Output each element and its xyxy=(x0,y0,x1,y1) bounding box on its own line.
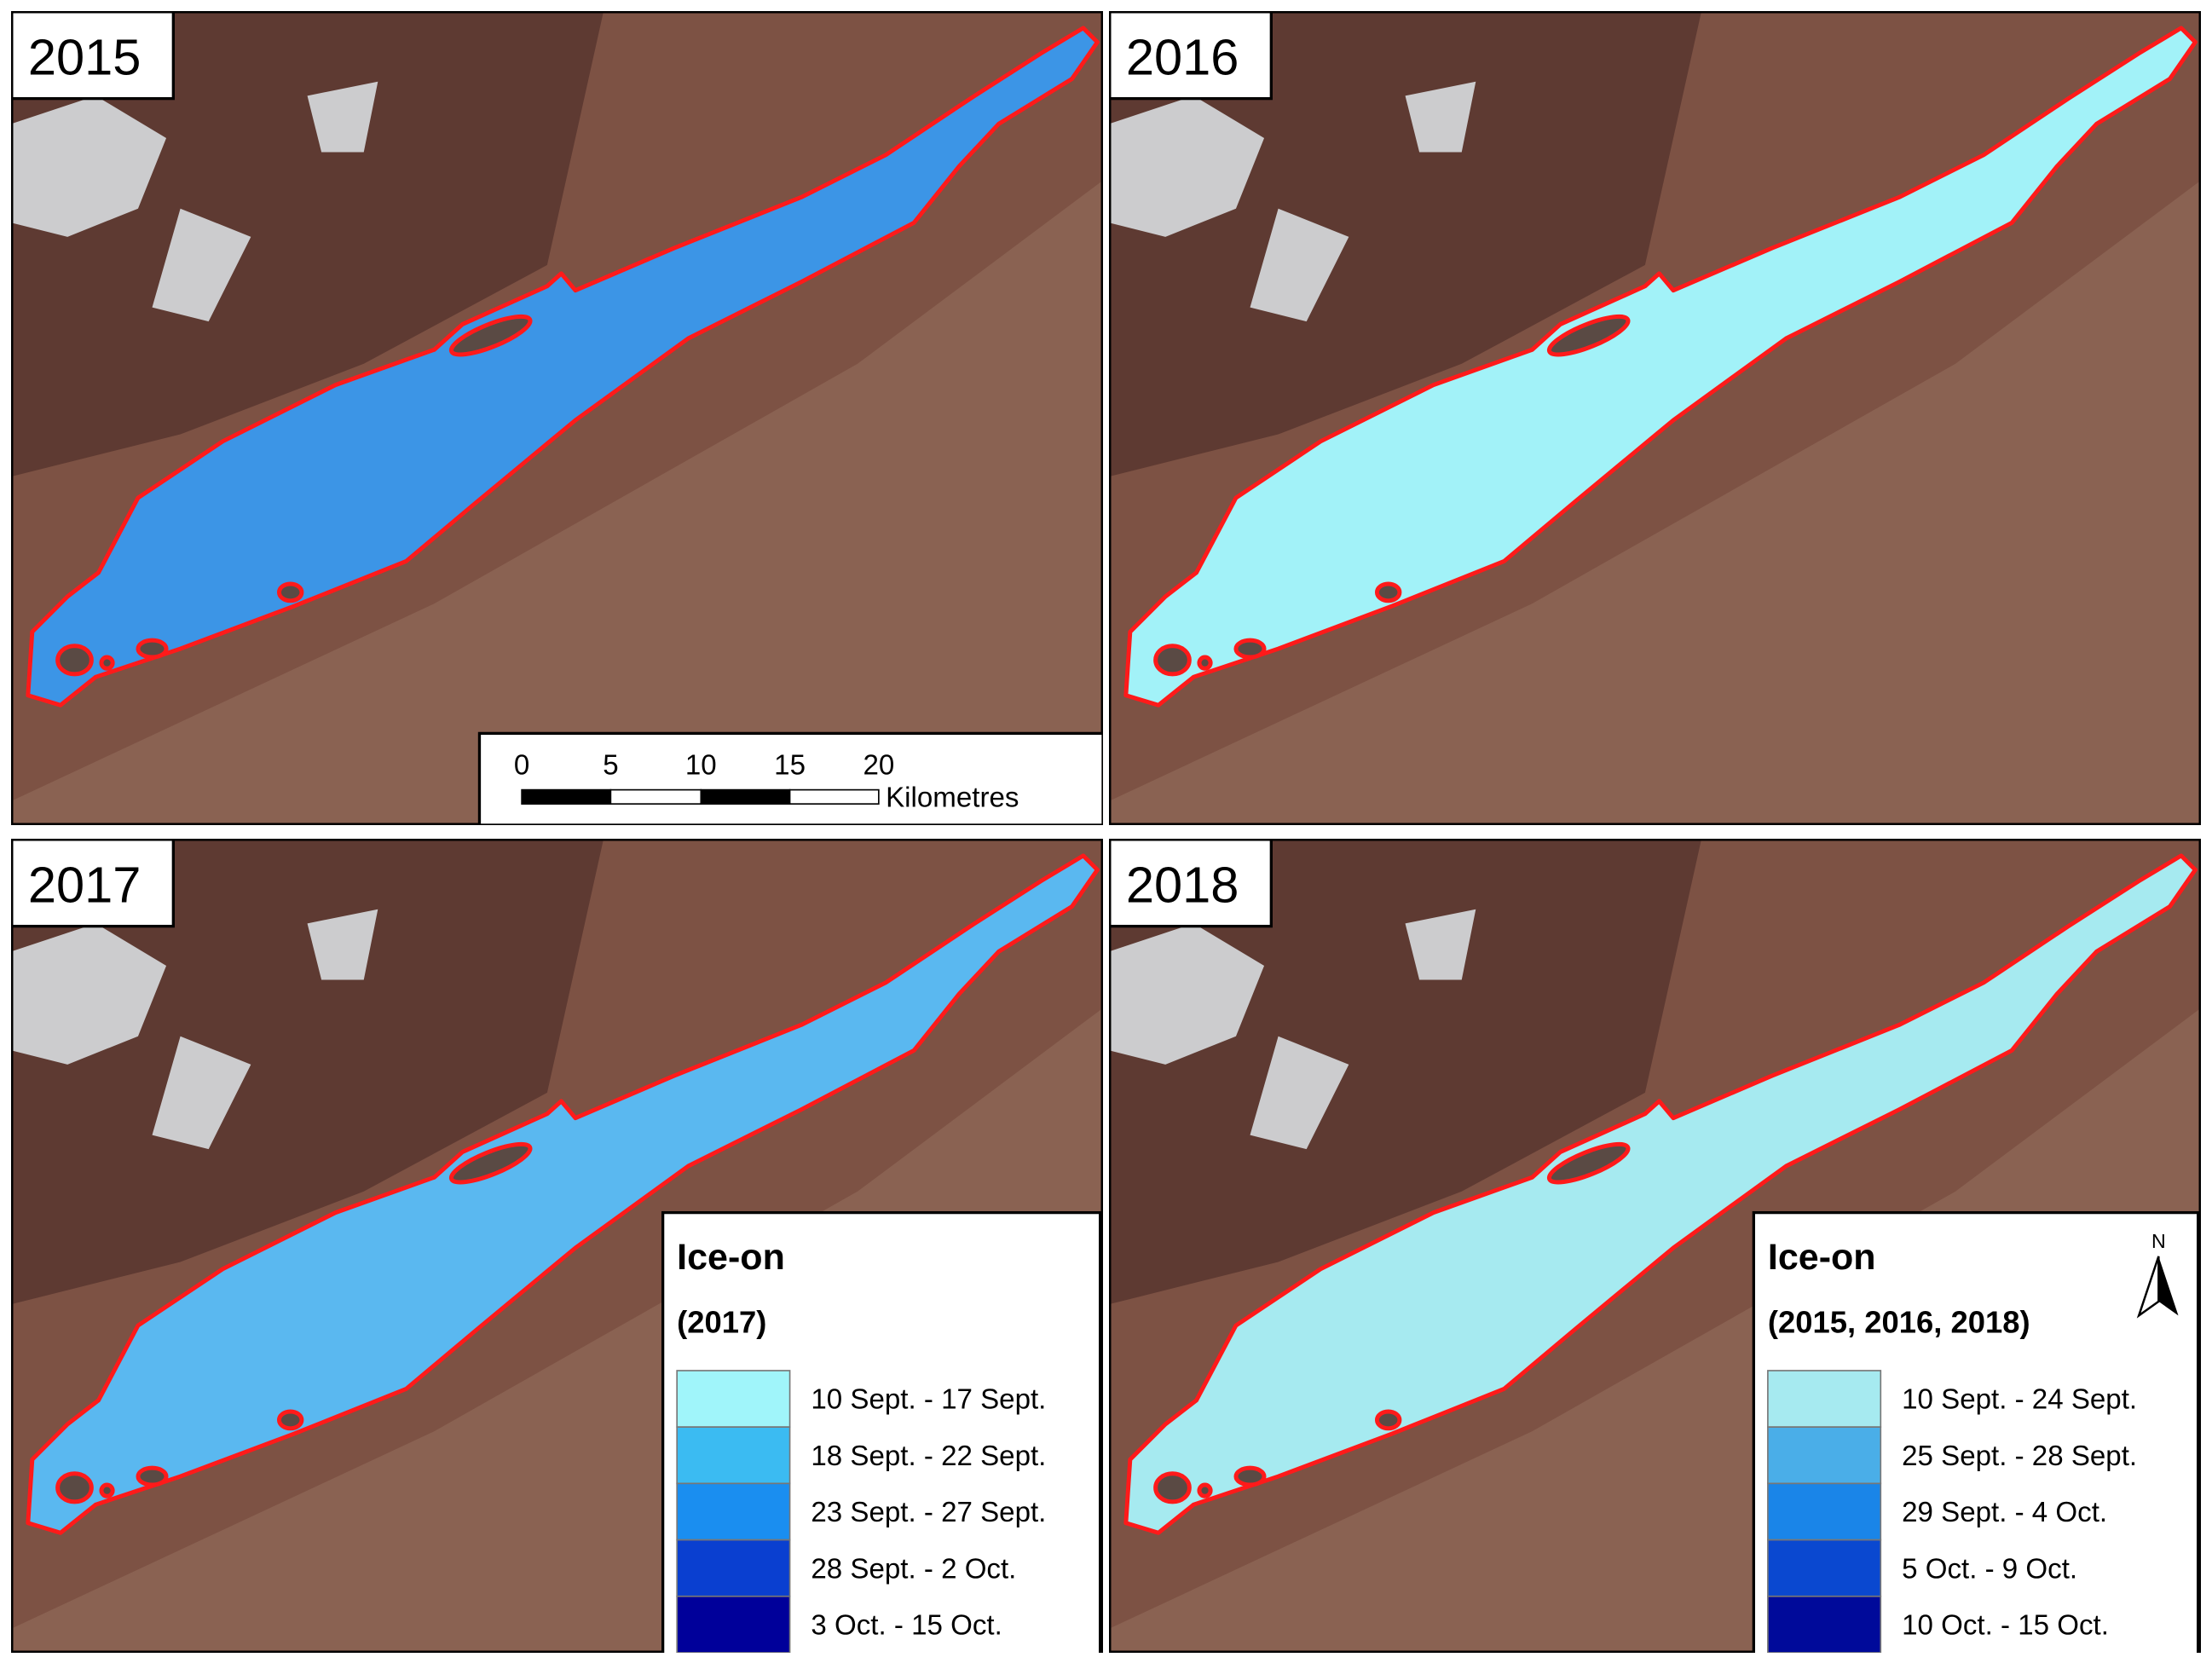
map-panel: 2016 xyxy=(1109,11,2201,825)
island xyxy=(276,581,304,603)
scale-segment xyxy=(609,788,702,805)
island xyxy=(55,1471,94,1504)
island xyxy=(1374,1409,1402,1431)
scale-tick-label: 5 xyxy=(603,749,618,781)
legend-swatch xyxy=(1767,1482,1882,1541)
scale-segment xyxy=(700,788,791,805)
island xyxy=(1197,1482,1213,1498)
scale-segment xyxy=(788,788,880,805)
scale-box xyxy=(477,731,1103,825)
legend-label: 10 Sept. - 24 Sept. xyxy=(1902,1384,2137,1416)
legend-label: 10 Sept. - 17 Sept. xyxy=(811,1384,1046,1416)
island xyxy=(448,1141,533,1185)
panel-border xyxy=(11,839,1103,1653)
terrain-dark xyxy=(1109,839,1702,1305)
island xyxy=(99,1482,115,1498)
legend-title: Ice-on xyxy=(677,1237,785,1278)
scale-unit: Kilometres xyxy=(886,782,1019,813)
year-label: 2018 xyxy=(1126,856,1239,913)
north-label: N xyxy=(2151,1230,2166,1252)
island xyxy=(1374,581,1402,603)
terrain-plain xyxy=(11,180,1103,825)
panel-border xyxy=(1109,839,2201,1653)
year-box xyxy=(1109,839,1273,928)
legend-label: 23 Sept. - 27 Sept. xyxy=(811,1497,1046,1528)
year-label: 2015 xyxy=(28,28,141,85)
legend-label: 29 Sept. - 4 Oct. xyxy=(1902,1497,2107,1528)
legend-label: 3 Oct. - 15 Oct. xyxy=(811,1609,1002,1641)
snow xyxy=(11,909,378,1150)
island xyxy=(1546,314,1631,357)
legend-swatch xyxy=(1767,1426,1882,1485)
island xyxy=(1153,1471,1192,1504)
island xyxy=(276,1409,304,1431)
island xyxy=(136,638,169,660)
legend-swatch xyxy=(1767,1595,1882,1653)
map-panel: 2017 Ice-on (2017) 10 Sept. - 17 Sept. 18 Se… xyxy=(11,839,1103,1653)
legend-title: Ice-on xyxy=(1768,1237,1876,1278)
lake xyxy=(26,26,1100,707)
terrain-plain xyxy=(1109,180,2201,825)
scale-tick-label: 15 xyxy=(774,749,806,781)
legend-swatch xyxy=(676,1595,791,1653)
scale-segment xyxy=(521,788,612,805)
terrain-dark xyxy=(11,839,604,1305)
island xyxy=(1197,655,1213,671)
island xyxy=(1233,1465,1267,1487)
legend-label: 28 Sept. - 2 Oct. xyxy=(811,1553,1016,1585)
legend-swatch xyxy=(676,1370,791,1428)
panel-border xyxy=(1109,11,2201,825)
legend-swatch xyxy=(676,1539,791,1597)
scale-tick-label: 0 xyxy=(514,749,529,781)
north-arrow-half xyxy=(2158,1256,2179,1316)
legend-swatch xyxy=(676,1482,791,1541)
year-label: 2017 xyxy=(28,856,141,913)
terrain-dark xyxy=(1109,11,1702,477)
legend-swatch xyxy=(1767,1370,1882,1428)
lake xyxy=(1123,26,2198,707)
island xyxy=(1153,644,1192,677)
year-box xyxy=(1109,11,1273,101)
legend-label: 5 Oct. - 9 Oct. xyxy=(1902,1553,2077,1585)
lake xyxy=(26,853,1100,1535)
lake xyxy=(1123,853,2198,1535)
legend-swatch xyxy=(676,1426,791,1485)
legend-subtitle: (2015, 2016, 2018) xyxy=(1768,1304,2030,1339)
island xyxy=(136,1465,169,1487)
island xyxy=(99,655,115,671)
map-panel: 2018 Ice-on (2015, 2016, 2018) 10 Sept. - 2… xyxy=(1109,839,2201,1653)
scale-tick-label: 10 xyxy=(685,749,717,781)
island xyxy=(448,314,533,357)
legend-label: 25 Sept. - 28 Sept. xyxy=(1902,1441,2137,1472)
island xyxy=(55,644,94,677)
legend-subtitle: (2017) xyxy=(677,1304,766,1339)
legend-label: 18 Sept. - 22 Sept. xyxy=(811,1441,1046,1472)
year-label: 2016 xyxy=(1126,28,1239,85)
scale-tick-label: 20 xyxy=(863,749,894,781)
legend-swatch xyxy=(1767,1539,1882,1597)
legend-label: 10 Oct. - 15 Oct. xyxy=(1902,1609,2109,1641)
terrain-dark xyxy=(11,11,604,477)
snow xyxy=(1109,81,1476,322)
snow xyxy=(11,81,378,322)
snow xyxy=(1109,909,1476,1150)
island xyxy=(1233,638,1267,660)
island xyxy=(1546,1141,1631,1185)
